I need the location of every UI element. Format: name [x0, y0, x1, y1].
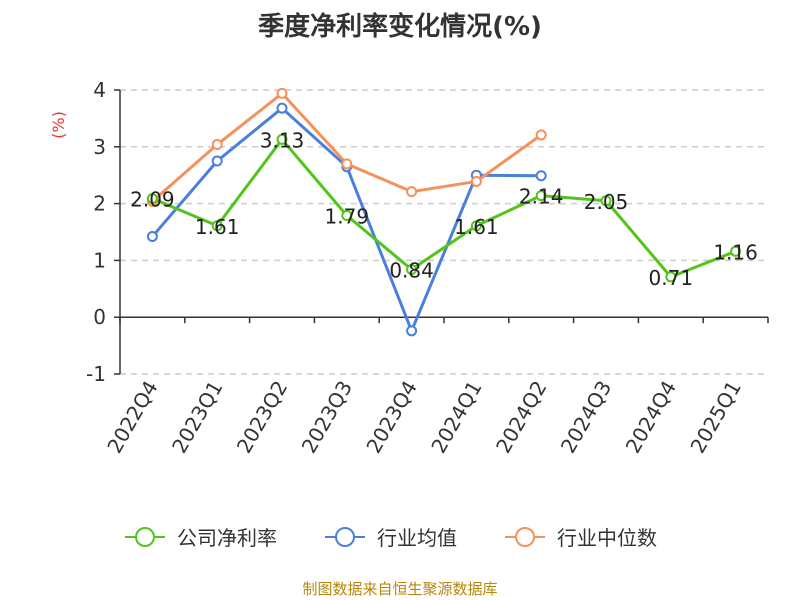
data-point	[730, 245, 742, 257]
data-label: 0.71	[649, 266, 694, 290]
y-tick-label: -1	[86, 362, 106, 386]
legend-label: 行业中位数	[557, 526, 657, 550]
data-label: 2.09	[130, 187, 175, 211]
data-point	[276, 102, 288, 114]
data-point	[470, 175, 482, 187]
y-tick-label: 3	[93, 135, 106, 159]
data-point	[276, 133, 288, 145]
x-tick-label: 2023Q2	[232, 377, 292, 458]
data-point	[406, 263, 418, 275]
data-point	[211, 139, 223, 151]
x-tick-label: 2023Q3	[297, 377, 357, 458]
source-note: 制图数据来自恒生聚源数据库	[302, 580, 498, 598]
legend-marker	[515, 527, 535, 547]
data-label: 0.84	[389, 258, 434, 282]
y-tick-label: 0	[93, 305, 106, 329]
data-point	[211, 220, 223, 232]
data-point	[470, 220, 482, 232]
x-tick-label: 2025Q1	[685, 377, 745, 458]
y-tick-label: 1	[93, 248, 106, 272]
x-tick-label: 2022Q4	[102, 377, 162, 458]
data-point	[535, 170, 547, 182]
chart-title: 季度净利率变化情况(%)	[258, 12, 542, 42]
data-label: 3.13	[260, 128, 305, 152]
data-label: 1.61	[195, 215, 240, 239]
x-tick-label: 2023Q1	[167, 377, 227, 458]
data-label: 2.14	[519, 185, 564, 209]
y-tick-label: 2	[93, 192, 106, 216]
data-point	[600, 195, 612, 207]
data-point	[211, 155, 223, 167]
legend-label: 行业均值	[377, 526, 457, 550]
y-tick-label: 4	[93, 78, 106, 102]
y-axis-unit: (%)	[49, 111, 68, 139]
legend-marker	[335, 527, 355, 547]
data-point	[406, 186, 418, 198]
data-point	[665, 271, 677, 283]
x-tick-label: 2024Q1	[426, 377, 486, 458]
data-label: 2.05	[584, 190, 629, 214]
x-tick-label: 2024Q3	[556, 377, 616, 458]
data-point	[535, 190, 547, 202]
data-point	[535, 129, 547, 141]
legend-marker	[135, 527, 155, 547]
x-tick-label: 2024Q4	[621, 377, 681, 458]
data-point	[341, 210, 353, 222]
data-point	[146, 192, 158, 204]
x-tick-label: 2024Q2	[491, 377, 551, 458]
data-label: 1.79	[325, 205, 370, 229]
data-point	[341, 158, 353, 170]
data-label: 1.16	[713, 240, 758, 264]
data-point	[276, 87, 288, 99]
data-label: 1.61	[454, 215, 499, 239]
data-point	[146, 231, 158, 243]
x-tick-label: 2023Q4	[361, 377, 421, 458]
legend-label: 公司净利率	[177, 526, 277, 550]
data-point	[406, 325, 418, 337]
series-line	[151, 137, 737, 279]
